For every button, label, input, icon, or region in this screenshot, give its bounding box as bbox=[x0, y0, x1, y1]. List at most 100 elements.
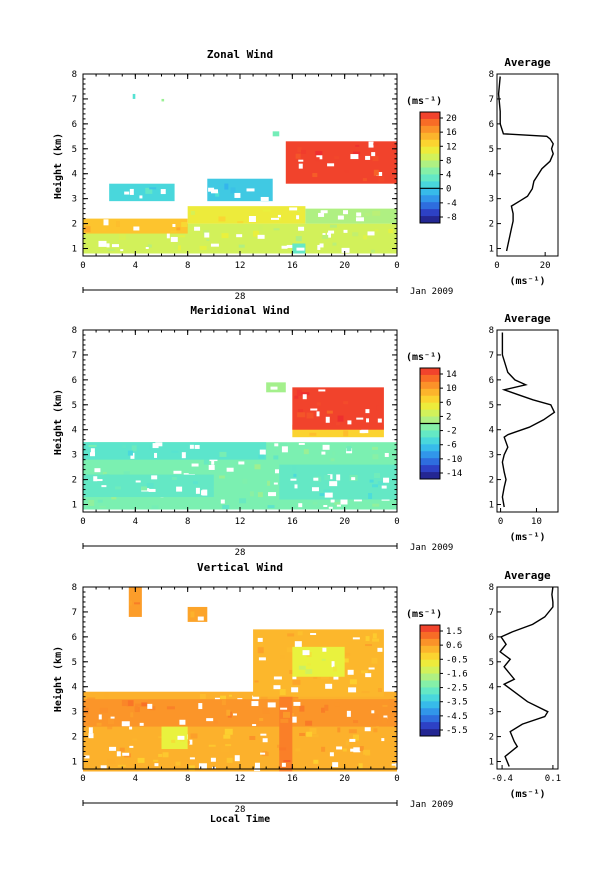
average-title: Average bbox=[504, 312, 551, 325]
date-month-label: Jan 2009 bbox=[410, 287, 453, 297]
vertical-wind-title: Vertical Wind bbox=[197, 561, 283, 574]
y-tick-label: 8 bbox=[72, 70, 77, 80]
colorbar-tick-label: -2 bbox=[446, 427, 457, 437]
colorbar-segment bbox=[420, 722, 440, 730]
colorbar-tick-label: 0.6 bbox=[446, 641, 462, 651]
colorbar-segment bbox=[420, 652, 440, 661]
vertical-colorbar: (ms⁻¹) 1.5 0.6 -0.5 -1.6 -2.5 -3.5 -4.5 -5.5 bbox=[406, 609, 468, 737]
colorbar-segment bbox=[420, 708, 440, 716]
y-tick-label: 2 bbox=[72, 733, 77, 743]
colorbar-segment bbox=[420, 381, 440, 390]
y-tick-label: 3 bbox=[72, 451, 77, 461]
average-y-tick-label: 1 bbox=[489, 501, 494, 511]
average-frame bbox=[496, 73, 559, 257]
y-tick-label: 7 bbox=[72, 351, 77, 361]
colorbar-segment bbox=[420, 209, 440, 217]
data-region bbox=[161, 726, 188, 750]
colorbar-tick-label: 2 bbox=[446, 412, 451, 422]
meridional-y-axis-label: Height (km) bbox=[52, 389, 64, 455]
colorbar-segment bbox=[420, 659, 440, 668]
colorbar-segment bbox=[420, 631, 440, 640]
y-tick-label: 8 bbox=[72, 326, 77, 336]
vertical-average-profile: Average 1 2 3 4 5 6 7 8 -0.4 0.1(ms⁻¹) bbox=[489, 569, 561, 800]
data-region bbox=[305, 208, 397, 224]
colorbar-segment bbox=[420, 673, 440, 681]
x-tick-label: 8 bbox=[185, 774, 190, 784]
average-y-tick-label: 6 bbox=[489, 120, 494, 130]
y-tick-label: 4 bbox=[72, 683, 77, 693]
colorbar-unit-label: (ms⁻¹) bbox=[406, 609, 442, 620]
data-region bbox=[83, 699, 397, 727]
colorbar-segment bbox=[420, 216, 440, 224]
data-region bbox=[285, 141, 397, 184]
data-region bbox=[128, 587, 142, 617]
colorbar-segment bbox=[420, 666, 440, 674]
x-tick-label: 12 bbox=[235, 774, 246, 784]
colorbar-segment bbox=[420, 402, 440, 411]
x-tick-label: 4 bbox=[133, 261, 138, 271]
y-tick-label: 7 bbox=[72, 608, 77, 618]
x-tick-label: 16 bbox=[287, 774, 298, 784]
y-tick-label: 6 bbox=[72, 633, 77, 643]
colorbar-tick-label: 6 bbox=[446, 398, 451, 408]
colorbar-segment bbox=[420, 188, 440, 196]
colorbar-segment bbox=[420, 139, 440, 148]
colorbar-segment bbox=[420, 395, 440, 404]
y-tick-label: 4 bbox=[72, 170, 77, 180]
colorbar-frame bbox=[419, 111, 441, 224]
colorbar-tick-label: -8 bbox=[446, 213, 457, 223]
average-y-tick-label: 1 bbox=[489, 758, 494, 768]
average-y-tick-label: 5 bbox=[489, 658, 494, 668]
y-tick-label: 5 bbox=[72, 658, 77, 668]
x-tick-label: 20 bbox=[339, 517, 350, 527]
average-y-tick-label: 8 bbox=[489, 326, 494, 336]
colorbar-segment bbox=[420, 146, 440, 155]
colorbar-tick-label: -1.6 bbox=[446, 669, 468, 679]
colorbar-segment bbox=[420, 638, 440, 647]
data-region bbox=[187, 606, 208, 622]
x-tick-label: 12 bbox=[235, 261, 246, 271]
average-x-label: (ms⁻¹) bbox=[509, 532, 545, 543]
data-region bbox=[187, 206, 306, 224]
colorbar-segment bbox=[420, 451, 440, 459]
colorbar-tick-label: -10 bbox=[446, 455, 462, 465]
colorbar-tick-label: 12 bbox=[446, 142, 457, 152]
colorbar-tick-label: -4.5 bbox=[446, 712, 468, 722]
average-y-tick-label: 2 bbox=[489, 220, 494, 230]
colorbar-unit-label: (ms⁻¹) bbox=[406, 96, 442, 107]
colorbar-tick-label: -2.5 bbox=[446, 684, 468, 694]
average-y-tick-label: 8 bbox=[489, 583, 494, 593]
x-axis-label-local-time: Local Time bbox=[210, 813, 270, 825]
colorbar-segment bbox=[420, 388, 440, 397]
colorbar-tick-label: -4 bbox=[446, 199, 457, 209]
average-y-tick-label: 6 bbox=[489, 633, 494, 643]
colorbar-segment bbox=[420, 374, 440, 383]
average-y-tick-label: 5 bbox=[489, 401, 494, 411]
zonal-colorbar: (ms⁻¹) 20 16 12 8 4 0 -4 -8 bbox=[406, 96, 457, 224]
y-tick-label: 5 bbox=[72, 401, 77, 411]
average-frame bbox=[496, 586, 559, 770]
data-region bbox=[109, 183, 175, 202]
colorbar-tick-label: 8 bbox=[446, 156, 451, 166]
average-y-tick-label: 3 bbox=[489, 708, 494, 718]
x-tick-label: 0 bbox=[80, 774, 85, 784]
date-day-label: 28 bbox=[235, 805, 246, 815]
zonal-wind-title: Zonal Wind bbox=[207, 48, 273, 61]
y-tick-label: 5 bbox=[72, 145, 77, 155]
y-tick-label: 7 bbox=[72, 95, 77, 105]
average-y-tick-label: 1 bbox=[489, 245, 494, 255]
average-x-label: (ms⁻¹) bbox=[509, 789, 545, 800]
data-region bbox=[207, 178, 273, 202]
colorbar-tick-label: -6 bbox=[446, 441, 457, 451]
colorbar-segment bbox=[420, 444, 440, 452]
x-tick-label: 0 bbox=[80, 261, 85, 271]
data-region bbox=[292, 646, 345, 677]
colorbar-segment bbox=[420, 118, 440, 127]
zonal-y-axis-label: Height (km) bbox=[52, 133, 64, 199]
data-region bbox=[83, 218, 188, 234]
